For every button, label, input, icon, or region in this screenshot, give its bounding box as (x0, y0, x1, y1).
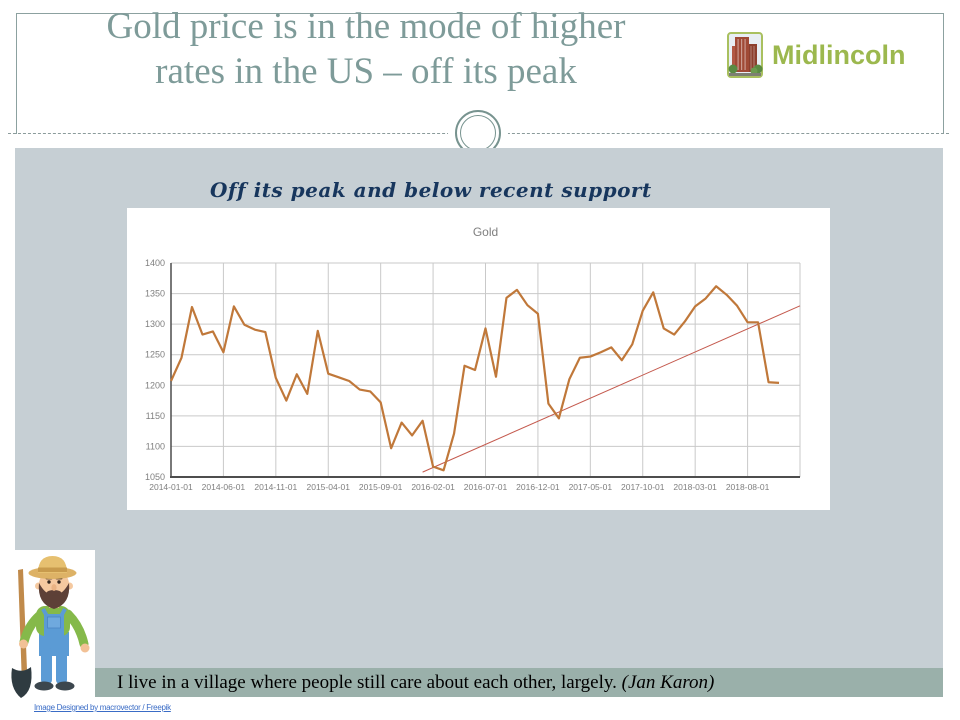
svg-text:2017-10-01: 2017-10-01 (621, 482, 665, 492)
svg-text:1200: 1200 (145, 380, 165, 390)
title-line-1: Gold price is in the mode of higher (106, 6, 626, 47)
midlincoln-building-icon (727, 32, 763, 78)
attribution-link[interactable]: Image Designed by macrovector / Freepik (34, 703, 171, 712)
svg-text:1250: 1250 (145, 350, 165, 360)
svg-text:2015-04-01: 2015-04-01 (307, 482, 351, 492)
svg-text:2018-08-01: 2018-08-01 (726, 482, 770, 492)
svg-text:Gold: Gold (473, 225, 498, 239)
svg-text:2014-11-01: 2014-11-01 (254, 482, 297, 492)
shovel-handle (18, 569, 27, 671)
svg-text:2018-03-01: 2018-03-01 (673, 482, 717, 492)
farmer-illustration (11, 556, 90, 698)
quote-text: I live in a village where people still c… (117, 672, 622, 693)
svg-text:1400: 1400 (145, 258, 165, 268)
svg-text:2014-06-01: 2014-06-01 (202, 482, 246, 492)
page-title: Gold price is in the mode of higher rate… (16, 4, 716, 94)
svg-text:1150: 1150 (146, 411, 165, 421)
svg-text:2016-07-01: 2016-07-01 (464, 482, 508, 492)
svg-text:1300: 1300 (145, 319, 165, 329)
svg-text:2016-12-01: 2016-12-01 (516, 482, 560, 492)
svg-text:1050: 1050 (145, 472, 165, 482)
svg-text:2015-09-01: 2015-09-01 (359, 482, 403, 492)
svg-text:2014-01-01: 2014-01-01 (149, 482, 193, 492)
svg-text:1350: 1350 (145, 289, 165, 299)
quote-band: I live in a village where people still c… (95, 668, 943, 697)
slide-subtitle: Off its peak and below recent support (210, 178, 652, 202)
midlincoln-logo-text: Midlincoln (772, 39, 906, 70)
quote-author: (Jan Karon) (621, 672, 715, 693)
gold-price-chart: 1050 1100 1150 1200 1250 1300 1350 1400 2014-01-… (145, 225, 801, 492)
title-line-2: rates in the US – off its peak (155, 51, 577, 92)
shovel-blade (11, 667, 32, 698)
chart-card: 1050 1100 1150 1200 1250 1300 1350 1400 2014-01-… (127, 208, 830, 510)
svg-text:2016-02-01: 2016-02-01 (411, 482, 455, 492)
midlincoln-logo: Midlincoln (727, 32, 905, 78)
svg-text:2017-05-01: 2017-05-01 (569, 482, 613, 492)
title-box (16, 13, 944, 134)
svg-text:1100: 1100 (146, 441, 165, 451)
